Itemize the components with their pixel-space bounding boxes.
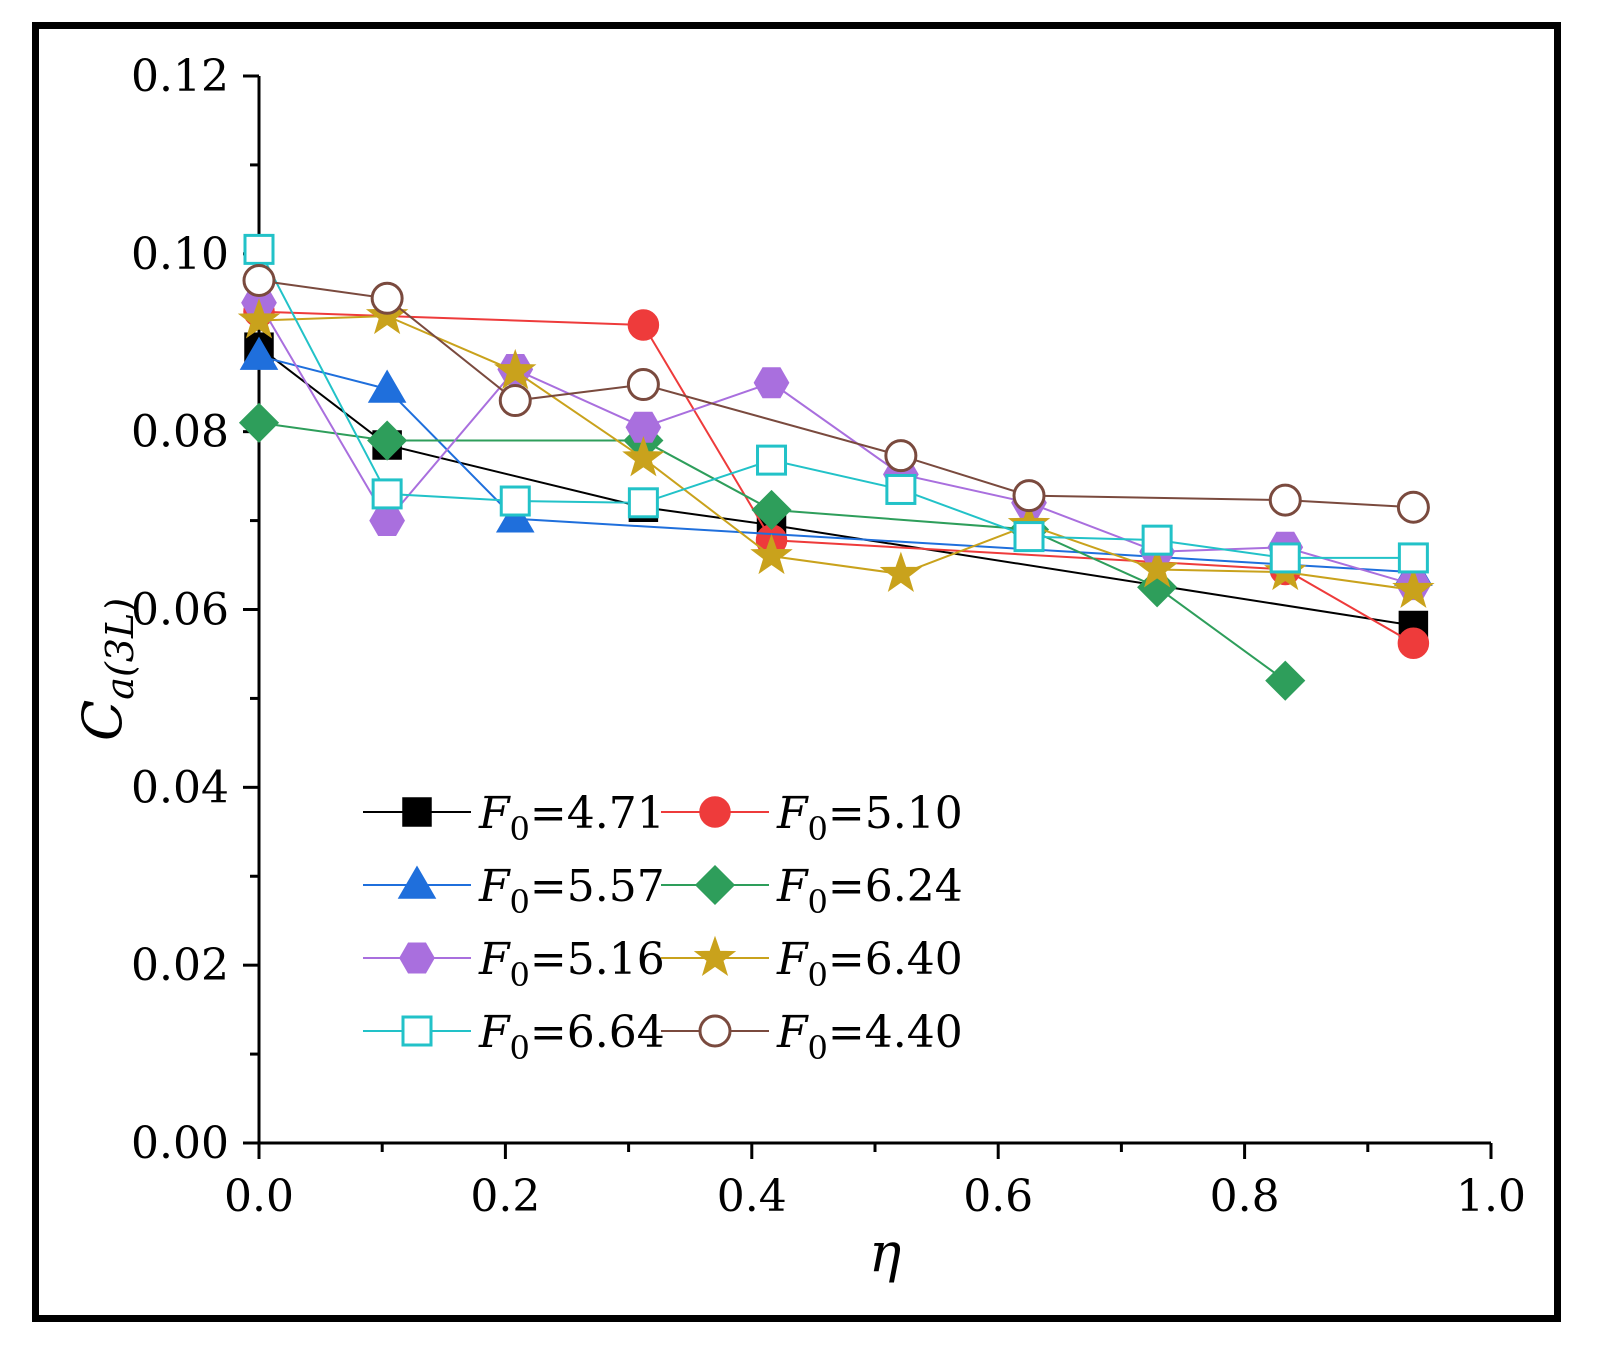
y-tick-label: 0.08 bbox=[131, 407, 229, 458]
data-point bbox=[1268, 483, 1302, 517]
data-point bbox=[627, 487, 659, 519]
data-point bbox=[884, 439, 918, 473]
data-point bbox=[367, 420, 408, 461]
data-point bbox=[627, 309, 660, 341]
data-point bbox=[1269, 542, 1301, 574]
series-line bbox=[258, 315, 1414, 591]
y-tick-label: 0.10 bbox=[131, 229, 229, 280]
legend-entry-7: F0=4.40 bbox=[661, 1007, 963, 1067]
x-tick-label: 0.2 bbox=[470, 1171, 540, 1222]
legend-marker bbox=[399, 942, 435, 974]
legend: F0=4.71 F0=5.10 F0=5.57 F0=6.24 F0=5.16 F0=6.… bbox=[363, 788, 963, 1067]
data-point bbox=[750, 533, 793, 575]
legend-entry-5: F0=6.40 bbox=[661, 934, 963, 994]
series-0 bbox=[244, 332, 1429, 641]
axes: 0.0 0.2 0.4 0.6 0.8 1.0 0.00 0.02 0.04 0.06 0.08 0.… bbox=[71, 51, 1526, 1284]
legend-marker bbox=[401, 1015, 433, 1047]
data-point bbox=[879, 551, 923, 592]
data-point bbox=[1265, 660, 1306, 701]
legend-entry-3: F0=6.24 bbox=[661, 861, 963, 921]
y-tick-label: 0.04 bbox=[131, 762, 229, 813]
legend-entry-0: F0=4.71 bbox=[363, 788, 665, 848]
data-point bbox=[1397, 542, 1429, 574]
data-point bbox=[622, 436, 665, 477]
y-axis-title: Ca(3L) bbox=[71, 598, 142, 741]
legend-entry-1: F0=5.10 bbox=[661, 788, 963, 848]
data-point bbox=[1396, 490, 1430, 524]
x-tick-label: 0.8 bbox=[1210, 1171, 1280, 1222]
legend-marker bbox=[402, 797, 432, 827]
data-point bbox=[370, 281, 404, 315]
x-tick-label: 0.6 bbox=[963, 1171, 1033, 1222]
data-point bbox=[1012, 479, 1046, 513]
series-layer bbox=[237, 233, 1435, 701]
data-point bbox=[494, 348, 537, 390]
legend-marker bbox=[699, 796, 731, 828]
data-point bbox=[238, 402, 280, 443]
data-point bbox=[1013, 521, 1045, 553]
data-point bbox=[371, 478, 403, 510]
legend-entry-6: F0=6.64 bbox=[363, 1007, 665, 1067]
y-tick-label: 0.02 bbox=[131, 940, 229, 991]
series-line bbox=[258, 302, 1414, 586]
legend-label: F0=5.16 bbox=[478, 934, 665, 994]
x-tick-label: 0.4 bbox=[717, 1171, 787, 1222]
x-tick-label: 0.0 bbox=[224, 1171, 294, 1222]
legend-marker bbox=[698, 1014, 732, 1048]
data-point bbox=[625, 411, 662, 443]
series-line bbox=[258, 355, 1414, 574]
figure-frame: 0.0 0.2 0.4 0.6 0.8 1.0 0.00 0.02 0.04 0.06 0.08 0.… bbox=[32, 22, 1561, 1322]
legend-label: F0=6.64 bbox=[478, 1007, 665, 1067]
chart: 0.0 0.2 0.4 0.6 0.8 1.0 0.00 0.02 0.04 0.06 0.08 0.… bbox=[71, 51, 1526, 1284]
legend-label: F0=6.24 bbox=[776, 861, 963, 921]
data-point bbox=[367, 369, 407, 403]
data-point bbox=[243, 233, 275, 265]
series-5 bbox=[237, 293, 1435, 608]
legend-label: F0=4.71 bbox=[478, 788, 665, 848]
data-point bbox=[1135, 547, 1179, 588]
data-point bbox=[756, 444, 788, 476]
y-tick-label: 0.00 bbox=[131, 1118, 229, 1169]
series-7 bbox=[242, 264, 1430, 524]
legend-entry-2: F0=5.57 bbox=[363, 861, 665, 921]
series-line bbox=[258, 310, 1414, 645]
data-point bbox=[1141, 524, 1173, 556]
data-point bbox=[499, 485, 531, 517]
data-point bbox=[237, 298, 281, 339]
legend-label: F0=6.40 bbox=[776, 934, 963, 994]
series-6 bbox=[243, 233, 1429, 574]
y-tick-label: 0.06 bbox=[131, 585, 229, 636]
data-point bbox=[885, 473, 917, 505]
x-tick-label: 1.0 bbox=[1456, 1171, 1526, 1222]
data-point bbox=[751, 489, 792, 530]
legend-marker bbox=[397, 865, 437, 899]
series-1 bbox=[243, 295, 1430, 660]
data-point bbox=[1392, 567, 1435, 608]
series-line bbox=[258, 248, 1414, 559]
legend-label: F0=4.40 bbox=[776, 1007, 963, 1067]
series-line bbox=[258, 346, 1414, 627]
data-point bbox=[626, 368, 660, 402]
x-axis-title: η bbox=[869, 1221, 901, 1284]
legend-marker bbox=[693, 935, 737, 977]
data-point bbox=[1397, 627, 1430, 660]
data-point bbox=[498, 384, 532, 418]
legend-marker bbox=[694, 864, 736, 906]
legend-entry-4: F0=5.16 bbox=[363, 934, 665, 994]
data-point bbox=[753, 367, 790, 399]
legend-label: F0=5.57 bbox=[478, 861, 665, 921]
data-point bbox=[369, 505, 405, 537]
legend-label: F0=5.10 bbox=[776, 788, 963, 848]
series-line bbox=[258, 279, 1414, 509]
data-point bbox=[239, 336, 279, 370]
y-tick-label: 0.12 bbox=[131, 51, 229, 102]
data-point bbox=[242, 264, 276, 298]
